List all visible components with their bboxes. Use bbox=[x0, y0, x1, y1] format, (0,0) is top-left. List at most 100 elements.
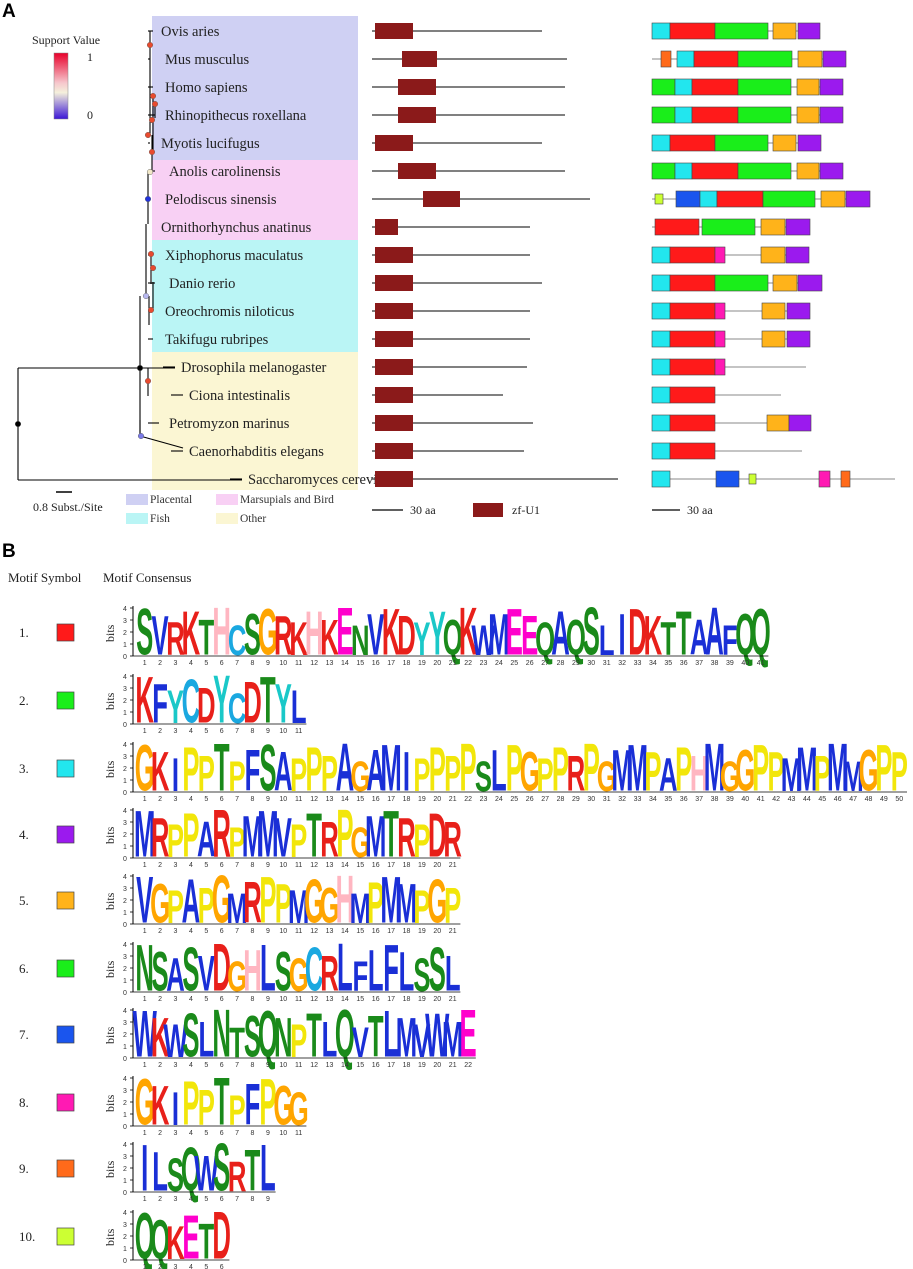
logo-position-label: 1 bbox=[143, 1062, 147, 1069]
logo-position-label: 25 bbox=[510, 660, 518, 667]
logo-position-label: 25 bbox=[510, 796, 518, 803]
logo-position-label: 10 bbox=[279, 728, 287, 735]
species-label: Ornithorhynchus anatinus bbox=[161, 220, 312, 236]
logo-letter: P bbox=[367, 869, 384, 935]
logo-position-label: 10 bbox=[279, 996, 287, 1003]
logo-letter: P bbox=[537, 750, 554, 802]
logo-position-label: 18 bbox=[403, 928, 411, 935]
logo-letter: V bbox=[352, 1018, 369, 1067]
logo-position-label: 15 bbox=[356, 796, 364, 803]
logo-letter: L bbox=[198, 1013, 214, 1068]
logo-letter: I bbox=[141, 1131, 148, 1205]
logo-position-label: 4 bbox=[189, 1264, 193, 1269]
panel-a-label: A bbox=[2, 1, 16, 22]
logo-position-label: 36 bbox=[680, 796, 688, 803]
motif-box bbox=[714, 302, 726, 320]
logo-letter: G bbox=[135, 731, 155, 805]
tree-node bbox=[144, 131, 151, 138]
logo-position-label: 34 bbox=[649, 660, 657, 667]
logo-position-label: 40 bbox=[741, 660, 749, 667]
logo-letter: A bbox=[366, 737, 385, 803]
logo-position-label: 17 bbox=[387, 1062, 395, 1069]
logo-y-tick-label: 1 bbox=[123, 642, 127, 649]
panel-b-label: B bbox=[2, 541, 16, 562]
motif-box bbox=[785, 218, 811, 236]
logo-letter: K bbox=[459, 592, 478, 669]
logo-position-label: 5 bbox=[204, 1062, 208, 1069]
species-label: Anolis carolinensis bbox=[169, 164, 281, 180]
logo-bits-label: bits bbox=[103, 1160, 117, 1178]
logo-position-label: 10 bbox=[279, 1062, 287, 1069]
logo-position-label: 2 bbox=[158, 862, 162, 869]
motif-box bbox=[675, 190, 701, 208]
logo-letter: P bbox=[413, 750, 430, 802]
logo-letter: Y bbox=[413, 614, 430, 666]
logo-letter: S bbox=[275, 942, 292, 1004]
logo-letter: P bbox=[429, 736, 446, 805]
logo-letter: L bbox=[337, 928, 353, 1005]
logo-letter: M bbox=[242, 803, 263, 869]
motif-box bbox=[819, 78, 844, 96]
logo-position-label: 14 bbox=[341, 660, 349, 667]
species-label: Mus musculus bbox=[165, 52, 250, 68]
logo-position-label: 1 bbox=[143, 996, 147, 1003]
motif-box bbox=[651, 358, 671, 376]
logo-letter: V bbox=[367, 601, 384, 667]
logo-letter: P bbox=[167, 816, 184, 868]
logo-position-label: 1 bbox=[143, 1196, 147, 1203]
logo-letter: M bbox=[365, 803, 386, 869]
logo-position-label: 4 bbox=[189, 728, 193, 735]
logo-position-label: 6 bbox=[220, 728, 224, 735]
logo-letter: D bbox=[197, 679, 216, 734]
logo-position-label: 37 bbox=[695, 796, 703, 803]
motif-box bbox=[786, 302, 811, 320]
logo-letter: P bbox=[229, 818, 246, 867]
logo-position-label: 8 bbox=[251, 796, 255, 803]
logo-position-label: 8 bbox=[251, 660, 255, 667]
logo-position-label: 6 bbox=[220, 1062, 224, 1069]
motif-box bbox=[669, 134, 716, 152]
motif-symbol-swatch bbox=[56, 623, 75, 642]
logo-letter: D bbox=[428, 802, 447, 871]
logo-position-label: 20 bbox=[433, 1062, 441, 1069]
logo-position-label: 33 bbox=[634, 796, 642, 803]
logo-letter: P bbox=[444, 747, 461, 802]
logo-letter: P bbox=[752, 731, 769, 805]
logo-letter: D bbox=[628, 595, 647, 669]
motif-symbol-swatch bbox=[56, 759, 75, 778]
group-legend-label: Other bbox=[240, 513, 266, 525]
domain-scale-bar: 30 aa zf-U1 bbox=[372, 503, 540, 517]
motif-box bbox=[651, 106, 676, 124]
logo-position-label: 5 bbox=[204, 928, 208, 935]
logo-letter: R bbox=[243, 869, 262, 935]
logo-position-label: 9 bbox=[266, 660, 270, 667]
logo-position-label: 11 bbox=[295, 928, 302, 935]
logo-letter: H bbox=[690, 747, 709, 802]
logo-position-label: 7 bbox=[235, 928, 239, 935]
logo-letter: V bbox=[275, 808, 292, 870]
logo-letter: M bbox=[288, 882, 309, 934]
logo-letter: G bbox=[427, 868, 447, 937]
logo-position-label: 11 bbox=[295, 660, 302, 667]
logo-letter: R bbox=[397, 808, 416, 870]
logo-letter: P bbox=[198, 879, 215, 934]
logo-position-label: 7 bbox=[235, 996, 239, 1003]
logo-position-label: 4 bbox=[189, 928, 193, 935]
logo-position-label: 8 bbox=[251, 1130, 255, 1137]
logo-letter: F bbox=[245, 1071, 261, 1137]
motif-box bbox=[669, 414, 716, 432]
logo-position-label: 5 bbox=[204, 660, 208, 667]
motif-box bbox=[691, 78, 739, 96]
logo-position-label: 16 bbox=[372, 796, 380, 803]
zf-u1-legend-label: zf-U1 bbox=[512, 503, 540, 517]
logo-letter: G bbox=[735, 737, 755, 803]
logo-bits-label: bits bbox=[103, 1228, 117, 1246]
logo-letter: H bbox=[243, 937, 262, 1003]
group-shading bbox=[152, 16, 358, 490]
logo-y-tick-label: 4 bbox=[123, 874, 127, 881]
motif-box bbox=[651, 274, 671, 292]
logo-position-label: 42 bbox=[772, 796, 780, 803]
logo-y-tick-label: 4 bbox=[123, 808, 127, 815]
